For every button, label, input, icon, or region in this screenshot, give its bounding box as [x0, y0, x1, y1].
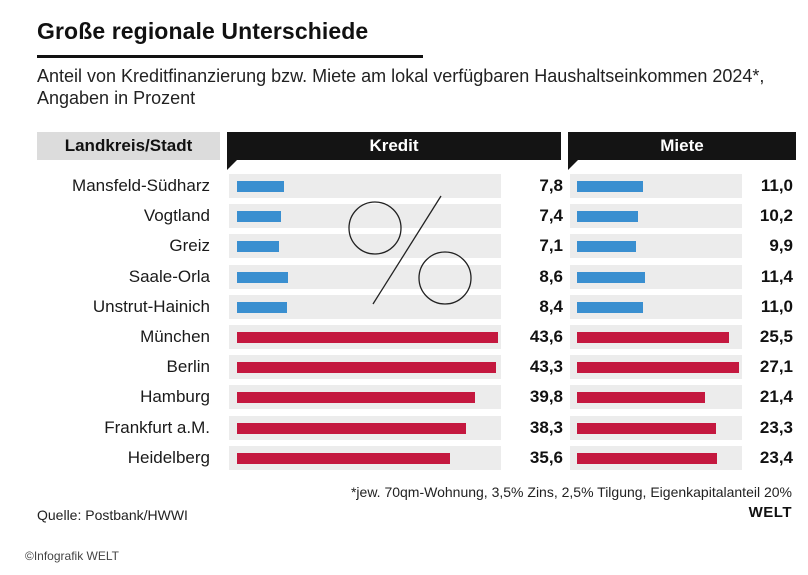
row-label: Saale-Orla: [128, 267, 210, 286]
kredit-value-label: 39,8: [529, 387, 563, 406]
row-label: Heidelberg: [127, 448, 210, 467]
kredit-bar: [237, 181, 284, 192]
kredit-bar: [237, 241, 280, 252]
miete-bar: [577, 272, 646, 283]
kredit-bar: [237, 211, 282, 222]
kredit-value-label: 8,4: [539, 297, 563, 316]
kredit-bar: [237, 392, 475, 403]
miete-value-label: 9,9: [769, 236, 793, 255]
kredit-bar: [237, 332, 498, 343]
row-label: Berlin: [166, 357, 210, 376]
kredit-header-notch: [227, 160, 237, 170]
footnote: *jew. 70qm-Wohnung, 3,5% Zins, 2,5% Tilg…: [350, 484, 792, 500]
kredit-value-label: 7,4: [539, 206, 563, 225]
source-note: Quelle: Postbank/HWWI: [37, 507, 188, 523]
miete-value-label: 11,4: [760, 267, 793, 286]
miete-bar: [577, 241, 637, 252]
row-label: Hamburg: [140, 387, 210, 406]
miete-bar: [577, 362, 739, 373]
miete-value-label: 23,3: [759, 418, 793, 437]
kredit-bar: [237, 302, 288, 313]
row-label: Vogtland: [143, 206, 210, 225]
row-label: München: [140, 327, 210, 346]
chart-title: Große regionale Unterschiede: [37, 18, 369, 44]
miete-header-notch: [568, 160, 578, 170]
percent-sign-icon: [348, 195, 472, 305]
miete-bar: [577, 302, 643, 313]
row-label: Mansfeld-Südharz: [72, 176, 210, 195]
miete-bar: [577, 211, 638, 222]
kredit-value-label: 8,6: [539, 267, 563, 286]
chart-subtitle: Anteil von Kreditfinanzierung bzw. Miete…: [37, 66, 765, 108]
miete-value-label: 21,4: [759, 387, 793, 406]
miete-value-label: 11,0: [760, 176, 793, 195]
miete-bar: [577, 423, 717, 434]
kredit-bar: [237, 362, 496, 373]
miete-value-label: 11,0: [760, 297, 793, 316]
miete-bar: [577, 332, 730, 343]
miete-bar: [577, 392, 705, 403]
kredit-value-label: 35,6: [529, 448, 563, 467]
welt-logo: WELT: [748, 504, 792, 521]
row-label: Unstrut-Hainich: [92, 297, 210, 316]
miete-value-label: 27,1: [759, 357, 793, 376]
miete-column-header: Miete: [568, 132, 796, 160]
kredit-bar: [237, 423, 466, 434]
miete-value-label: 25,5: [759, 327, 793, 346]
kredit-value-label: 43,3: [529, 357, 563, 376]
title-underline: [37, 55, 423, 58]
category-column-header: Landkreis/Stadt: [37, 132, 220, 160]
kredit-bar: [237, 272, 289, 283]
kredit-value-label: 38,3: [529, 418, 563, 437]
kredit-value-label: 7,1: [539, 236, 563, 255]
miete-value-label: 23,4: [759, 448, 793, 467]
miete-value-label: 10,2: [759, 206, 793, 225]
row-label: Greiz: [169, 236, 210, 255]
miete-bar: [577, 453, 717, 464]
kredit-value-label: 43,6: [529, 327, 563, 346]
kredit-column-header: Kredit: [227, 132, 561, 160]
kredit-bar: [237, 453, 450, 464]
kredit-value-label: 7,8: [539, 176, 563, 195]
row-label: Frankfurt a.M.: [104, 418, 210, 437]
miete-bar: [577, 181, 643, 192]
infografik-credit: ©Infografik WELT: [25, 549, 119, 563]
